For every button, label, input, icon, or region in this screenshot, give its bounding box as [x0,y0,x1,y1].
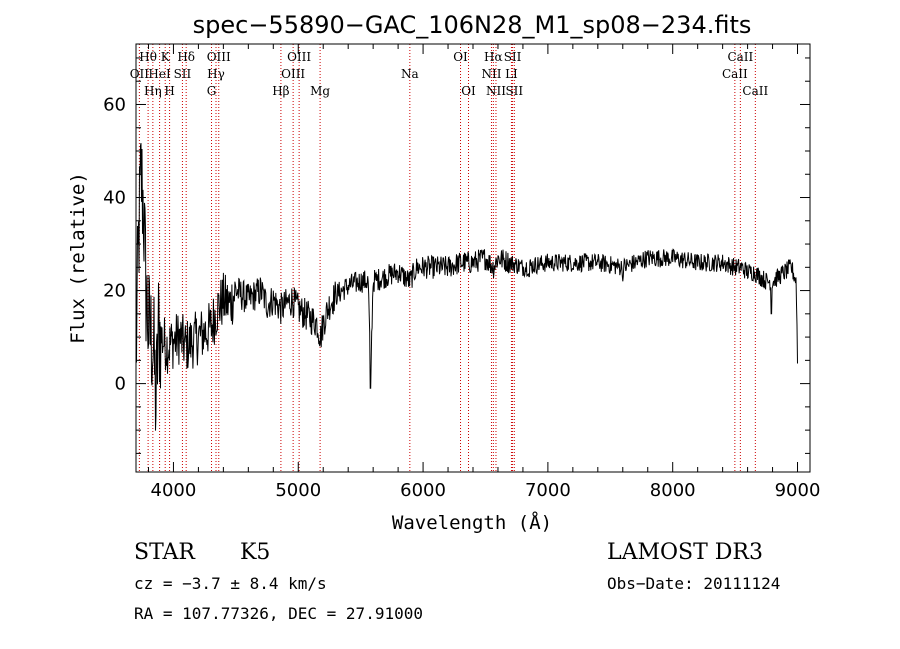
reference-line-label: SΙΙ [504,50,522,64]
reference-line-label: ΗeΙ [148,67,171,81]
reference-line-label: LΙ [505,67,518,81]
reference-line-label: OΙΙΙ [287,50,311,64]
chart-title: spec−55890−GAC_106N28_M1_sp08−234.fits [193,11,752,39]
object-subclass: K5 [240,540,271,565]
reference-line-label: Ηη [144,84,162,98]
y-tick-label: 40 [103,188,126,209]
y-axis: 0 20 40 60 [103,57,810,454]
y-tick-label: 20 [103,281,126,302]
reference-line-label: K [161,50,171,64]
object-class: STAR [134,540,195,565]
y-tick-label: 0 [115,374,126,395]
reference-line-label: Hδ [177,50,195,64]
reference-line-label: H [164,84,174,98]
y-axis-label: Flux (relative) [67,172,89,344]
reference-line-label: OΙΙ [130,67,150,81]
x-axis-label: Wavelength (Å) [392,511,552,534]
x-tick-label: 5000 [275,480,321,501]
reference-line-label: Mg [310,84,330,98]
reference-line-labels: OΙΙΗθΗηΗeΙKHSΙΙHδGHγOΙΙΙHβOΙΙΙOΙΙΙMgNaOΙ… [130,50,769,98]
observation-date: Obs−Date: 20111124 [607,574,781,593]
reference-line-label: CaΙΙ [742,84,768,98]
reference-line-label: OΙΙΙ [281,67,305,81]
x-tick-label: 7000 [525,480,571,501]
reference-line-label: CaΙΙ [727,50,753,64]
reference-line-label: NΙΙ [481,67,501,81]
reference-line-label: Ηθ [139,50,157,64]
reference-line-label: CaΙΙ [722,67,748,81]
reference-line-label: OΙΙΙ [207,50,231,64]
reference-line-label: OΙ [461,84,476,98]
reference-line-label: Na [401,67,419,81]
x-tick-label: 8000 [650,480,696,501]
survey-name: LAMOST DR3 [607,540,763,565]
spectrum-line [135,143,798,431]
reference-line-label: SΙΙ [174,67,192,81]
x-tick-label: 9000 [775,480,821,501]
reference-line-label: SΙΙ [505,84,523,98]
redshift-value: cz = −3.7 ± 8.4 km/s [134,574,327,593]
x-tick-label: 4000 [151,480,197,501]
x-tick-label: 6000 [400,480,446,501]
coordinates: RA = 107.77326, DEC = 27.91000 [134,604,423,623]
reference-line-label: Hβ [272,84,289,98]
x-axis: 4000 5000 6000 7000 8000 9000 [147,44,821,501]
reference-line-label: G [207,84,217,98]
reference-line-label: Hγ [207,67,225,81]
reference-line-label: NΙΙ [486,84,506,98]
y-tick-label: 60 [103,94,126,115]
reference-line-label: OΙ [453,50,468,64]
reference-line-label: Hα [484,50,503,64]
